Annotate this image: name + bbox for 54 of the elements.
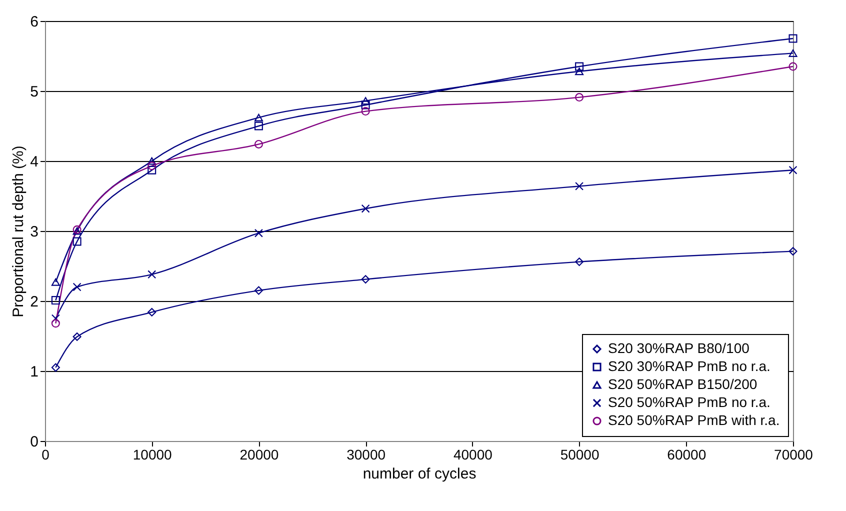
x-tick-label: 30000 — [346, 446, 386, 462]
point — [72, 282, 82, 292]
point — [575, 182, 584, 190]
point — [575, 68, 584, 76]
y-tick-label: 1 — [30, 364, 38, 380]
point — [575, 93, 584, 102]
point — [72, 332, 82, 341]
x-tick-label: 20000 — [240, 446, 279, 462]
point — [254, 122, 263, 130]
point — [51, 278, 60, 286]
point — [361, 204, 370, 213]
x-tick-label: 0 — [42, 446, 50, 462]
point — [148, 162, 156, 170]
y-tick-label: 0 — [30, 434, 38, 450]
y-tick-label: 4 — [30, 154, 38, 170]
point — [361, 97, 370, 105]
point — [72, 237, 82, 246]
x-tick-label: 50000 — [560, 446, 600, 462]
y-tick-label: 3 — [30, 224, 38, 240]
point — [148, 166, 156, 174]
y-tick-label: 6 — [30, 14, 38, 30]
point — [788, 34, 798, 43]
point — [254, 286, 263, 295]
y-tick-label: 5 — [30, 84, 38, 100]
x-tick-label: 40000 — [453, 446, 493, 462]
y-tick-label: 2 — [30, 294, 38, 310]
point — [361, 100, 370, 110]
x-tick-label: 70000 — [774, 446, 814, 462]
point — [361, 275, 370, 284]
point — [148, 308, 156, 316]
y-axis-title: Proportional rut depth (%) — [10, 146, 28, 318]
point — [361, 107, 370, 116]
point — [254, 228, 263, 238]
point — [788, 62, 798, 71]
point — [575, 258, 584, 266]
point — [575, 62, 584, 71]
x-tick-label: 60000 — [667, 446, 706, 462]
point — [788, 166, 798, 174]
point — [51, 319, 60, 328]
legend-label: S20 50%RAP PmB with r.a. — [608, 412, 780, 428]
point — [254, 114, 263, 122]
legend-label: S20 30%RAP B80/100 — [608, 340, 750, 356]
point — [51, 363, 60, 372]
legend-label: S20 50%RAP B150/200 — [608, 376, 758, 392]
point — [148, 157, 156, 165]
legend-label: S20 50%RAP PmB no r.a. — [608, 394, 770, 410]
point — [788, 49, 798, 57]
point — [51, 296, 60, 305]
x-tick-label: 10000 — [132, 446, 172, 462]
point — [788, 247, 798, 256]
point — [148, 270, 156, 279]
legend-label: S20 30%RAP PmB no r.a. — [608, 358, 770, 374]
point — [254, 140, 263, 148]
x-axis-title: number of cycles — [362, 466, 476, 482]
